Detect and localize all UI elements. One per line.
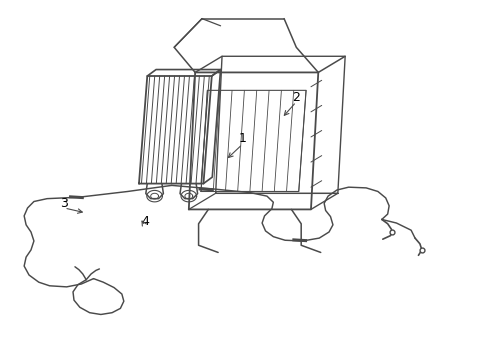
Text: 1: 1 [239,132,246,145]
Text: 4: 4 [141,215,149,228]
Text: 2: 2 [293,91,300,104]
Text: 3: 3 [60,197,68,210]
